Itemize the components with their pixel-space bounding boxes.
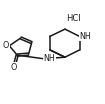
- Text: O: O: [3, 41, 9, 50]
- Text: O: O: [11, 63, 17, 72]
- Text: HCl: HCl: [66, 14, 81, 23]
- Text: NH: NH: [44, 54, 55, 63]
- Text: NH: NH: [80, 32, 91, 41]
